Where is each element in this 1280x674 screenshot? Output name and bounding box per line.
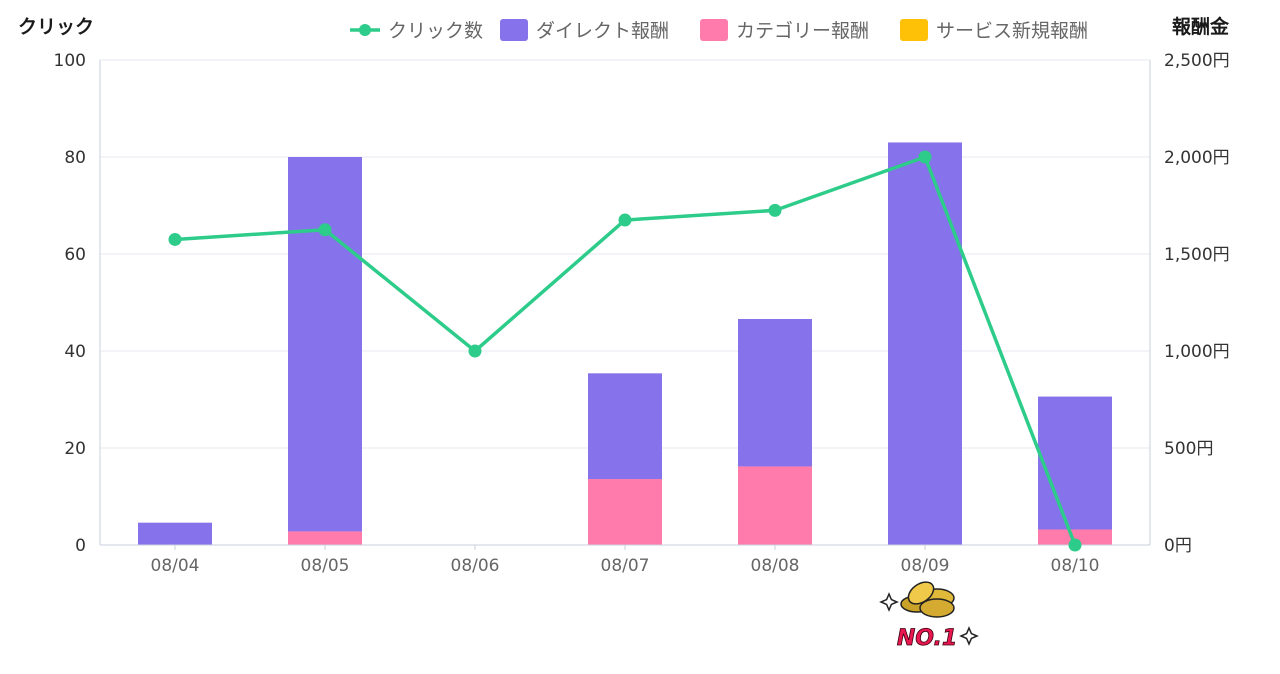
- x-tick-label: 08/07: [601, 556, 650, 576]
- y-left-tick-label: 80: [64, 148, 86, 168]
- y-right-tick-label: 500円: [1164, 439, 1213, 459]
- bar-segment: [288, 157, 362, 532]
- bar-segment: [738, 466, 812, 545]
- y-left-tick-label: 100: [54, 51, 86, 71]
- no1-badge: NO.1: [879, 581, 979, 651]
- y-left-tick-label: 60: [64, 245, 86, 265]
- y-right-tick-label: 0円: [1164, 536, 1192, 556]
- legend-swatch: [900, 19, 928, 41]
- click-count-point: [1068, 538, 1082, 552]
- bar-segment: [738, 318, 812, 467]
- legend-label: ダイレクト報酬: [536, 20, 669, 42]
- click-count-point: [618, 213, 632, 227]
- legend-point-marker: [359, 24, 371, 36]
- y-right-tick-label: 1,500円: [1164, 245, 1230, 265]
- click-count-point: [468, 344, 482, 358]
- y-right-tick-label: 2,500円: [1164, 51, 1230, 71]
- x-tick-label: 08/06: [451, 556, 500, 576]
- x-tick-label: 08/09: [901, 556, 950, 576]
- no1-badge-text: NO.1: [897, 626, 957, 651]
- y-left-tick-label: 20: [64, 439, 86, 459]
- bar-segment: [588, 479, 662, 545]
- bar-segment: [888, 142, 962, 545]
- legend: クリック数 ダイレクト報酬 カテゴリー報酬 サービス新規報酬: [350, 19, 1088, 42]
- y-left-axis-label: クリック: [18, 16, 94, 38]
- axes: 0 0円 20 500円 40 1,000円 60 1,500円 80 2,000円 100 2,50…: [54, 51, 1230, 576]
- bar-segment: [288, 531, 362, 545]
- x-tick-label: 08/04: [151, 556, 200, 576]
- legend-swatch: [700, 19, 728, 41]
- bar-segment: [138, 522, 212, 545]
- bars: [138, 142, 1112, 545]
- bar-segment: [588, 373, 662, 480]
- y-left-tick-label: 40: [64, 342, 86, 362]
- y-right-tick-label: 2,000円: [1164, 148, 1230, 168]
- coin-icon: [907, 581, 935, 605]
- y-right-tick-label: 1,000円: [1164, 342, 1230, 362]
- grid: [100, 59, 1150, 449]
- legend-label: クリック数: [388, 20, 483, 42]
- legend-swatch: [500, 19, 528, 41]
- legend-label: カテゴリー報酬: [736, 20, 869, 42]
- sparkle-icon: [879, 592, 899, 612]
- legend-label: サービス新規報酬: [936, 20, 1088, 42]
- x-tick-label: 08/05: [301, 556, 350, 576]
- y-right-axis-label: 報酬金: [1172, 15, 1230, 38]
- sparkle-icon: [959, 626, 979, 646]
- click-count-point: [168, 232, 182, 246]
- click-count-point: [918, 150, 932, 164]
- x-tick-label: 08/10: [1051, 556, 1100, 576]
- click-count-point: [768, 203, 782, 217]
- bar-segment: [1038, 396, 1112, 530]
- x-tick-label: 08/08: [751, 556, 800, 576]
- click-count-point: [318, 223, 332, 237]
- bar-segment: [1038, 529, 1112, 545]
- coin-icon: [919, 598, 955, 618]
- y-left-tick-label: 0: [75, 536, 86, 556]
- click-line: [168, 150, 1082, 552]
